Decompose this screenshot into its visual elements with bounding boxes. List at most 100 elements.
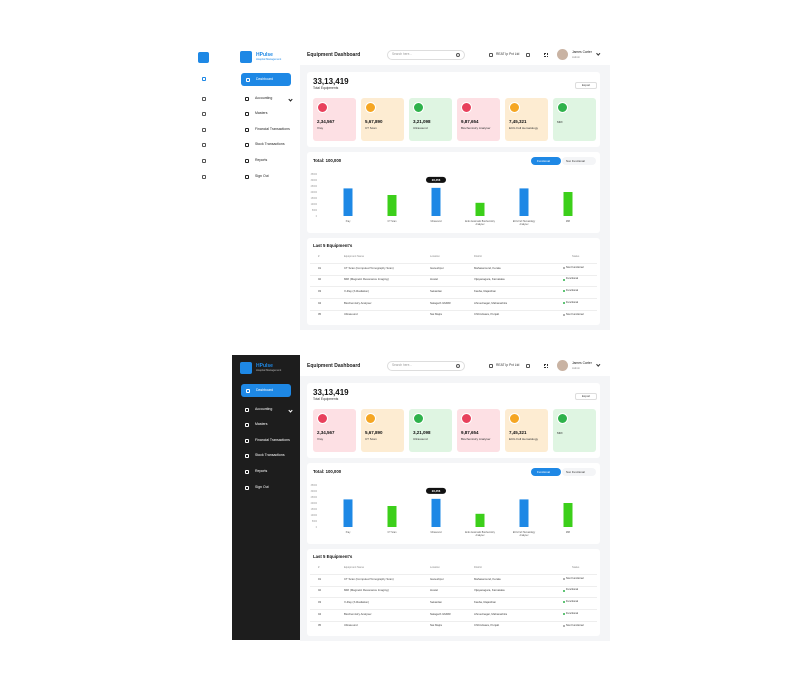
tile-label: MRI <box>557 430 563 435</box>
nav-icon <box>245 112 249 116</box>
status-label: Functional <box>566 300 578 304</box>
y-tick-label: 10000 <box>311 515 318 517</box>
menu-button[interactable] <box>198 52 209 63</box>
status-dot <box>563 313 565 316</box>
status-label: Non Functional <box>566 265 584 269</box>
bar[interactable] <box>387 506 397 527</box>
bar[interactable] <box>519 188 529 216</box>
status-dot <box>563 278 565 281</box>
nav-label: Reports <box>255 469 268 474</box>
nav-icon <box>245 454 249 458</box>
avatar[interactable] <box>557 360 568 371</box>
y-tick-label: 35000 <box>311 485 318 487</box>
column-header: # <box>318 565 320 569</box>
x-tick-label: MRI <box>566 532 571 534</box>
export-label: Export <box>582 83 591 88</box>
status-dot <box>563 624 565 627</box>
bar[interactable] <box>431 187 441 216</box>
search-icon <box>456 364 460 368</box>
bar[interactable] <box>343 499 353 527</box>
table-cell: MRI (Magnetic Resonance Imaging) <box>344 588 389 593</box>
column-header: Location <box>430 565 440 569</box>
tile-label: Biochemistry Analyser <box>461 437 491 441</box>
table-cell: Ahmednagar, Maharashtra <box>474 300 508 305</box>
search-box[interactable] <box>387 361 465 371</box>
brand-name: HPulse <box>256 362 273 369</box>
toggle-functional[interactable] <box>531 157 561 165</box>
y-tick-label: 15000 <box>311 198 318 200</box>
bar[interactable] <box>475 513 485 527</box>
nav-label: Accounting <box>255 407 273 412</box>
x-tick-label: Endo Automatic Biochemistry Analyser <box>465 220 496 226</box>
table-cell: Hostel <box>430 588 438 593</box>
bar-chart: 0 5000 10000 15000 20000 25000 30000 35000 Xray C… <box>311 174 573 226</box>
nav-icon <box>245 175 249 179</box>
tile-label: CT Scan <box>365 126 377 130</box>
toggle-label: Non Functional <box>566 158 585 163</box>
x-tick-label: CT Scan <box>388 221 398 223</box>
nav-icon <box>245 97 249 101</box>
column-header: Equipment Name <box>344 565 365 569</box>
table-cell: 01 <box>318 265 322 270</box>
bar[interactable] <box>387 195 397 216</box>
table-cell: Chhindwara, Punjab <box>474 312 500 317</box>
tile-value: 3,21,098 <box>413 118 431 124</box>
table-cell: 05 <box>318 312 322 317</box>
apps-icon[interactable] <box>544 53 548 57</box>
toggle-functional[interactable] <box>531 468 561 476</box>
export-button[interactable] <box>575 82 597 89</box>
bar[interactable] <box>475 202 485 216</box>
table-title: Last 5 Equipment's <box>313 553 353 559</box>
search-box[interactable] <box>387 50 465 60</box>
bar[interactable] <box>431 498 441 527</box>
tile-label: Biochemistry Analyser <box>461 126 491 130</box>
company-icon <box>489 53 493 57</box>
search-placeholder: Search here... <box>392 52 413 57</box>
rail-icon <box>202 143 206 147</box>
table-cell: Ganeshpur <box>430 576 444 581</box>
toggle-non-functional[interactable] <box>562 468 596 476</box>
tile-value: 2,34,567 <box>317 118 335 124</box>
status-dot <box>563 267 565 269</box>
tile-icon <box>557 102 568 113</box>
nav-dashboard[interactable] <box>241 384 291 397</box>
user-role: Admin <box>572 366 580 371</box>
rail-icon <box>202 97 206 101</box>
table-cell: 04 <box>318 300 322 305</box>
status-label: Functional <box>566 600 578 604</box>
bar[interactable] <box>563 503 573 527</box>
y-tick-label: 25000 <box>311 497 318 499</box>
tile-label: MRI <box>557 119 563 124</box>
x-tick-label: CT Scan <box>388 532 398 534</box>
table-cell: Biochemistry Analyser <box>344 300 372 305</box>
table-cell: 01 <box>318 576 322 581</box>
logo <box>240 362 252 374</box>
apps-icon[interactable] <box>544 364 548 368</box>
toggle-non-functional[interactable] <box>562 157 596 165</box>
status-dot <box>563 290 565 293</box>
y-tick-label: 30000 <box>311 491 318 493</box>
status-label: Functional <box>566 588 578 592</box>
nav-label: Accounting <box>255 96 273 101</box>
status-label: Functional <box>566 277 578 281</box>
y-tick-label: 20000 <box>311 503 318 505</box>
export-button[interactable] <box>575 393 597 400</box>
tile-icon <box>317 102 328 113</box>
tile-label: CT Scan <box>365 437 377 441</box>
status-label: Functional <box>566 611 578 615</box>
avatar[interactable] <box>557 49 568 60</box>
x-tick-label: Endo Automatic Biochemistry Analyser <box>465 531 496 537</box>
nav-dashboard[interactable] <box>241 73 291 86</box>
status-label: Functional <box>566 289 578 293</box>
bar[interactable] <box>519 499 529 527</box>
user-name: James Carter <box>572 360 592 365</box>
bar[interactable] <box>343 188 353 216</box>
status-dot <box>563 302 565 305</box>
y-tick-label: 5000 <box>312 521 318 523</box>
nav-icon <box>245 470 249 474</box>
tile-icon <box>365 102 376 113</box>
nav-label: Financial Transactions <box>255 438 290 443</box>
brand-tagline: Hospital Management <box>256 58 282 62</box>
bar[interactable] <box>563 192 573 216</box>
table-card <box>307 238 600 325</box>
